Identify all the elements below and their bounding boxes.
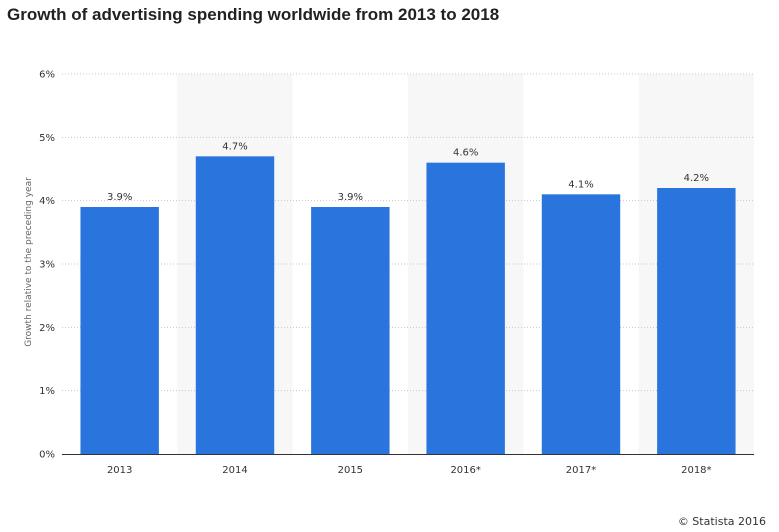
data-labels: 3.9% 4.7% 3.9% 4.6% 4.1% 4.2%	[107, 141, 709, 203]
gridlines	[62, 73, 754, 392]
y-tick-label: 1%	[39, 386, 55, 397]
x-tick-label: 2018*	[681, 465, 711, 476]
bar[interactable]	[195, 156, 275, 455]
source-credit: © Statista 2016	[677, 515, 766, 528]
data-label: 4.1%	[568, 179, 593, 190]
y-tick-label: 5%	[39, 133, 55, 144]
bar[interactable]	[657, 188, 736, 454]
data-label: 4.7%	[222, 141, 247, 152]
data-label: 4.6%	[453, 148, 478, 159]
bars	[80, 156, 736, 455]
x-tick-label: 2014	[222, 465, 247, 476]
data-label: 3.9%	[107, 192, 132, 203]
x-tick-label: 2013	[107, 465, 132, 476]
data-label: 3.9%	[338, 192, 363, 203]
bar[interactable]	[80, 207, 159, 454]
bar[interactable]	[541, 194, 621, 455]
y-tick-label: 2%	[39, 323, 55, 334]
x-tick-label: 2017*	[566, 465, 596, 476]
y-tick-label: 6%	[39, 70, 55, 81]
y-tick-label: 0%	[39, 450, 55, 461]
bar[interactable]	[426, 162, 505, 454]
y-axis-label: Growth relative to the preceding year	[24, 177, 34, 347]
y-tick-label: 4%	[39, 196, 55, 207]
x-tick-label: 2015	[338, 465, 363, 476]
x-axis-ticks: 2013 2014 2015 2016* 2017* 2018*	[107, 465, 712, 476]
chart-title: Growth of advertising spending worldwide…	[7, 5, 500, 24]
bar[interactable]	[311, 207, 390, 454]
y-tick-label: 3%	[39, 260, 55, 271]
data-label: 4.2%	[684, 173, 709, 184]
y-axis-ticks: 0% 1% 2% 3% 4% 5% 6%	[39, 70, 55, 461]
x-tick-label: 2016*	[450, 465, 480, 476]
